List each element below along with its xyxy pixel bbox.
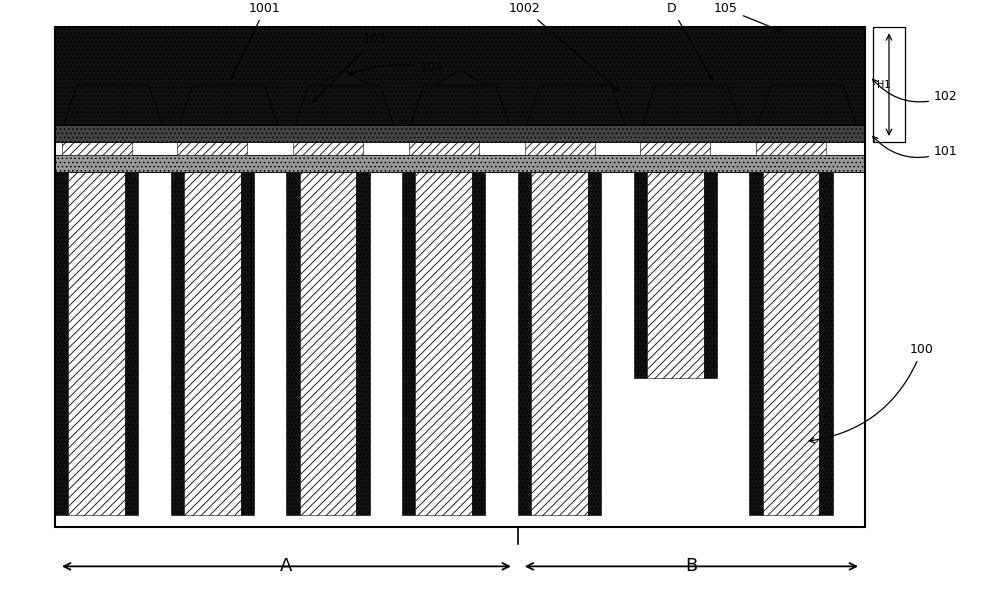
Bar (241, 172, 254, 515)
Polygon shape (758, 85, 856, 125)
Bar (68, 172, 125, 515)
Bar (125, 172, 138, 515)
Text: D: D (667, 2, 713, 80)
Polygon shape (411, 85, 509, 125)
Bar (704, 172, 717, 378)
Text: 105: 105 (714, 2, 780, 31)
Bar (640, 142, 710, 155)
Polygon shape (319, 70, 370, 85)
Bar (749, 172, 763, 515)
Text: 1002: 1002 (509, 2, 619, 90)
Bar (356, 172, 370, 515)
Text: 102: 102 (873, 79, 958, 104)
Bar (415, 172, 472, 515)
Bar (402, 172, 415, 515)
Bar (472, 172, 485, 515)
Bar (756, 142, 826, 155)
Text: 104: 104 (348, 62, 444, 75)
Bar (518, 172, 531, 515)
Bar (763, 172, 819, 515)
Bar (819, 172, 833, 515)
Text: H1: H1 (877, 80, 891, 90)
Bar (293, 142, 363, 155)
Bar (647, 172, 704, 378)
Bar (588, 172, 601, 515)
Polygon shape (435, 70, 485, 85)
Polygon shape (179, 85, 278, 125)
Bar (171, 172, 184, 515)
Bar (55, 172, 865, 527)
Bar (55, 27, 865, 125)
Bar (55, 155, 865, 172)
Text: 101: 101 (873, 136, 958, 158)
Text: A: A (280, 557, 293, 576)
Bar (55, 172, 68, 515)
Bar (177, 142, 247, 155)
Polygon shape (64, 85, 162, 125)
Bar (62, 142, 132, 155)
Text: 1001: 1001 (230, 2, 281, 80)
Bar (531, 172, 588, 515)
Bar (300, 172, 356, 515)
Text: B: B (685, 557, 698, 576)
Bar (55, 125, 865, 142)
Bar (184, 172, 241, 515)
Text: 103: 103 (313, 33, 387, 102)
Bar (55, 27, 865, 527)
Bar (409, 142, 479, 155)
Bar (873, 27, 905, 142)
Polygon shape (295, 85, 393, 125)
Bar (525, 142, 595, 155)
Bar (634, 172, 647, 378)
Text: 100: 100 (809, 343, 934, 443)
Polygon shape (527, 85, 625, 125)
Bar (286, 172, 300, 515)
Polygon shape (642, 85, 741, 125)
